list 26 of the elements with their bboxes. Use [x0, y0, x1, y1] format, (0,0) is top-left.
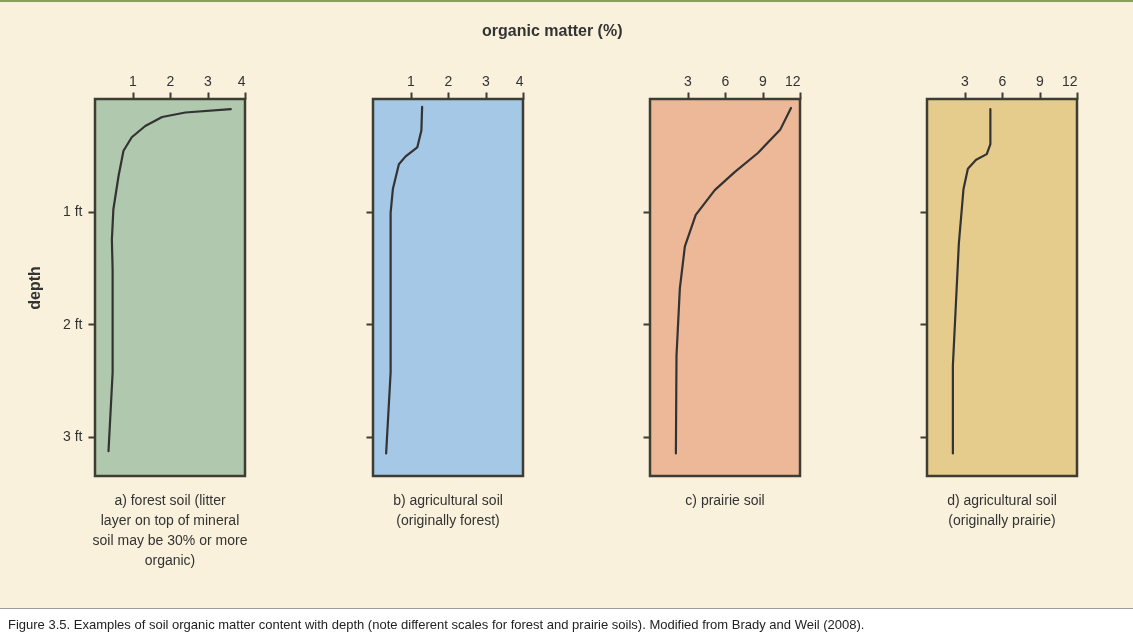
x-tick-label: 4 — [237, 72, 246, 89]
x-tick-label: 1 — [407, 72, 416, 89]
x-tick-label: 3 — [961, 72, 970, 89]
x-tick-label: 6 — [998, 72, 1007, 89]
text: organic matter (%) — [482, 21, 623, 39]
y-tick-label: 3 ft — [63, 428, 83, 445]
caption: Figure 3.5. Examples of soil organic matter content with depth (note different scales for forest and prairie soils). Modified from Brady and Weil (2008). — [0, 608, 1133, 640]
x-tick-label: 9 — [1036, 72, 1045, 89]
x-tick-label: 3 — [482, 72, 491, 89]
x-tick-label: 9 — [759, 72, 768, 89]
y-tick-label: 1 ft — [63, 203, 83, 220]
text: b) agricultural soil (originally forest) — [393, 492, 503, 528]
x-tick-label: 6 — [721, 72, 730, 89]
x-tick-label: 12 — [1061, 72, 1078, 89]
x-tick-label: 4 — [515, 72, 524, 89]
x-tick-label: 3 — [204, 72, 213, 89]
y-axis-title: depth — [26, 266, 44, 310]
x-tick-label: 12 — [784, 72, 801, 89]
y-tick-label: 2 ft — [63, 315, 83, 332]
x-tick-label: 3 — [684, 72, 693, 89]
x-tick-label: 1 — [129, 72, 138, 89]
x-tick-label: 2 — [444, 72, 453, 89]
x-tick-label: 2 — [166, 72, 175, 89]
text: c) prairie soil — [685, 492, 765, 508]
text: a) forest soil (litter layer on top of mineral soil may be 30% or more organic) — [92, 492, 248, 568]
text: d) agricultural soil (originally prairie) — [947, 492, 1057, 528]
